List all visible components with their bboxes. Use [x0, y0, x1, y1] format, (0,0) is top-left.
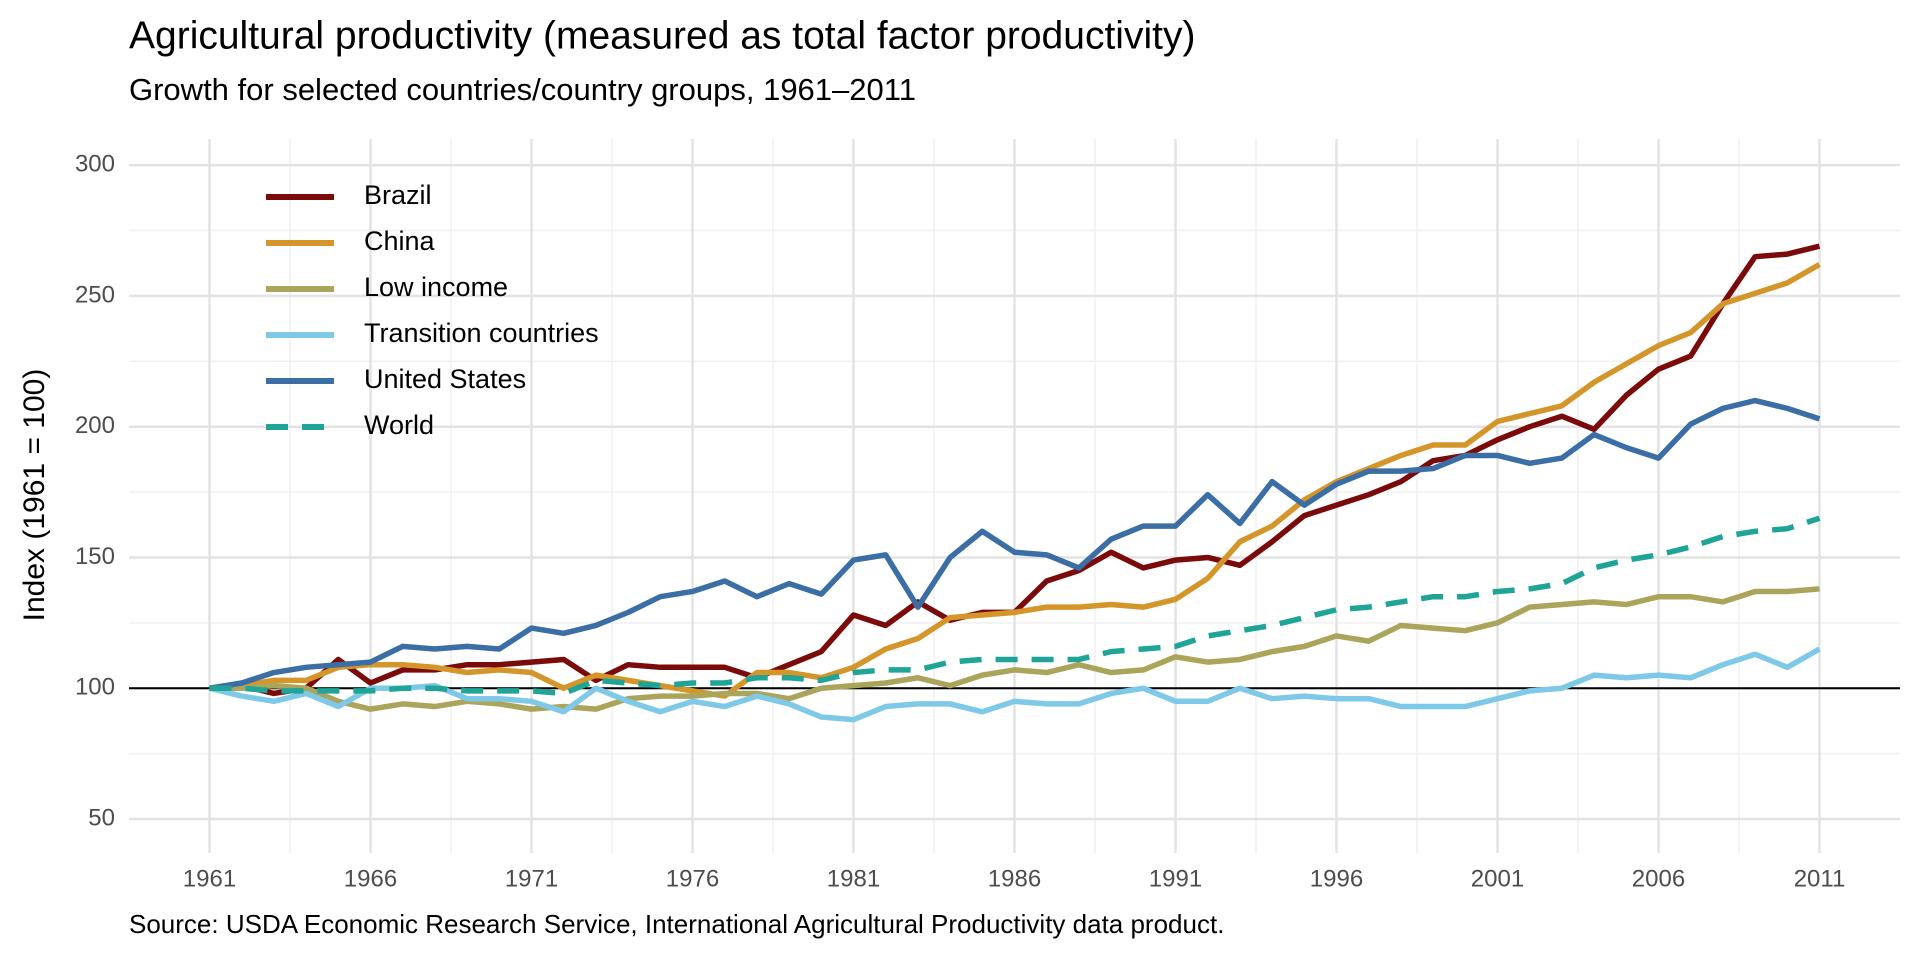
x-tick-label: 1961	[183, 865, 236, 892]
legend-label: United States	[364, 364, 526, 394]
y-axis-label: Index (1961 = 100)	[18, 369, 51, 622]
legend-label: World	[364, 410, 434, 440]
series-line	[208, 646, 1821, 723]
chart-subtitle: Growth for selected countries/country gr…	[129, 72, 916, 107]
source-note: Source: USDA Economic Research Service, …	[129, 909, 1224, 939]
y-tick-label: 150	[75, 543, 115, 570]
grid: 50 100 150 200 250 300 1961 1966 1971 1976 1981 198…	[75, 139, 1900, 892]
chart-title: Agricultural productivity (measured as t…	[129, 14, 1195, 57]
series-line	[209, 586, 1820, 712]
y-tick-label: 100	[75, 674, 115, 701]
x-tick-label: 1991	[1149, 865, 1202, 892]
x-tick-label: 1981	[827, 865, 880, 892]
x-tick-label: 1976	[666, 865, 719, 892]
x-tick-label: 1971	[505, 865, 558, 892]
x-tick-label: 2001	[1471, 865, 1524, 892]
y-tick-label: 50	[88, 804, 115, 831]
series-line	[209, 397, 1821, 691]
x-tick-label: 1986	[988, 865, 1041, 892]
legend-label: China	[364, 226, 436, 256]
x-tick-label: 1966	[344, 865, 397, 892]
plot-area	[129, 243, 1900, 723]
y-tick-label: 250	[75, 281, 115, 308]
legend-label: Low income	[364, 272, 508, 302]
x-tick-label: 2011	[1794, 865, 1846, 892]
y-tick-label: 200	[75, 412, 115, 439]
series-line	[209, 515, 1821, 697]
legend-label: Brazil	[364, 180, 432, 210]
legend-label: Transition countries	[364, 318, 599, 348]
x-tick-label: 2006	[1632, 865, 1685, 892]
series-line	[209, 262, 1821, 699]
x-tick-label: 1996	[1310, 865, 1363, 892]
y-tick-label: 300	[75, 150, 115, 177]
legend: Brazil China Low income Transition countrie…	[266, 180, 599, 440]
